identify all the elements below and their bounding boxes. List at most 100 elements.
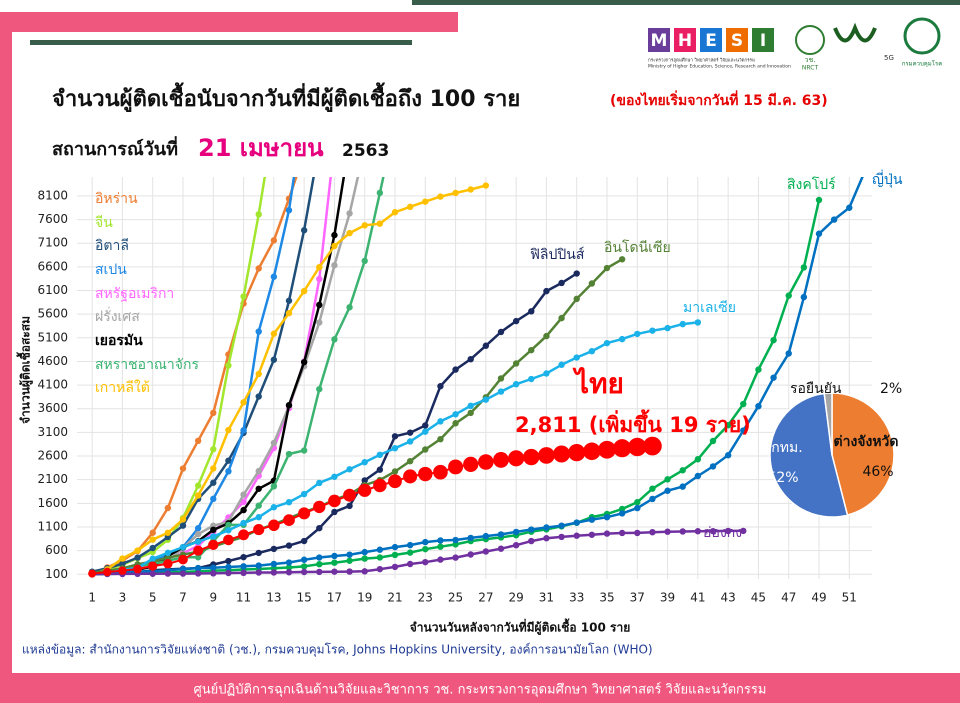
footer: ศูนย์ปฏิบัติการฉุกเฉินด้านวิจัยและวิชากา… xyxy=(194,682,767,698)
point xyxy=(331,231,338,239)
point xyxy=(634,529,641,537)
point xyxy=(467,186,474,193)
point xyxy=(406,560,414,568)
y-tick-label: 2600 xyxy=(37,449,68,463)
x-tick-label: 27 xyxy=(478,591,493,605)
nrct-logo xyxy=(795,25,825,55)
series-label: สหรัฐอเมริกา xyxy=(95,286,174,302)
point xyxy=(210,465,217,472)
point xyxy=(270,356,278,363)
x-tick-label: 35 xyxy=(599,591,614,605)
x-tick-label: 25 xyxy=(448,591,463,605)
top-line xyxy=(412,0,960,5)
point xyxy=(452,189,459,197)
point xyxy=(255,514,262,521)
x-tick-label: 5 xyxy=(149,591,157,605)
point xyxy=(482,548,490,555)
logo-th: กระทรวงการอุดมศึกษา วิทยาศาสตร์ วิจัยและ… xyxy=(648,57,755,64)
series-label: ฝรั่งเศส xyxy=(95,307,140,325)
x-tick-label: 3 xyxy=(119,591,127,605)
point xyxy=(463,456,479,473)
point xyxy=(512,541,520,549)
y-tick-label: 3600 xyxy=(37,401,68,415)
point xyxy=(346,466,353,473)
point xyxy=(270,273,278,280)
point xyxy=(300,537,308,545)
ddc-logo xyxy=(903,17,941,55)
point xyxy=(300,287,308,295)
point xyxy=(482,532,490,540)
logo-letter: H xyxy=(678,31,692,51)
point xyxy=(255,562,262,569)
point xyxy=(528,526,535,533)
point xyxy=(179,565,187,573)
point xyxy=(543,287,550,295)
point xyxy=(119,555,126,562)
point xyxy=(118,566,127,575)
point xyxy=(467,409,474,417)
point xyxy=(300,568,308,576)
point xyxy=(194,538,202,545)
x-tick-label: 37 xyxy=(630,591,645,605)
point xyxy=(164,549,172,557)
point xyxy=(253,523,265,536)
point xyxy=(376,466,384,473)
point xyxy=(225,457,232,464)
point xyxy=(406,429,414,436)
point xyxy=(418,466,433,482)
point xyxy=(240,563,247,570)
y-tick-label: 4100 xyxy=(37,378,68,392)
point xyxy=(649,528,656,536)
point xyxy=(528,346,535,354)
pie-slice xyxy=(831,392,895,516)
point xyxy=(588,280,596,287)
point xyxy=(225,569,232,577)
point xyxy=(482,396,490,403)
point xyxy=(134,554,141,561)
x-tick-label: 41 xyxy=(690,591,705,605)
y-tick-label: 8100 xyxy=(37,188,68,202)
point xyxy=(343,488,357,502)
point xyxy=(497,531,505,538)
point xyxy=(331,508,338,516)
point xyxy=(422,538,429,546)
series-label: สหราชอาณาจักร xyxy=(95,357,199,373)
point xyxy=(240,569,247,577)
series-label: จีน xyxy=(95,215,113,231)
point xyxy=(740,527,747,535)
logo-letter: S xyxy=(731,31,743,51)
point xyxy=(300,556,308,563)
point xyxy=(403,469,418,484)
point xyxy=(285,309,293,317)
point xyxy=(270,569,278,576)
point xyxy=(223,534,234,546)
point xyxy=(328,494,341,508)
point xyxy=(482,342,490,349)
point xyxy=(208,539,219,551)
nrct: วช. xyxy=(805,56,816,64)
point xyxy=(346,557,353,564)
point xyxy=(88,569,97,578)
point xyxy=(391,209,399,216)
point xyxy=(210,564,217,571)
side-bar xyxy=(0,12,12,682)
point xyxy=(618,505,626,513)
point xyxy=(210,446,217,453)
point xyxy=(300,563,308,570)
point xyxy=(437,543,444,550)
logo-box xyxy=(700,28,722,52)
point xyxy=(255,211,262,218)
point xyxy=(316,301,323,309)
point xyxy=(603,264,611,272)
point xyxy=(361,458,368,466)
point xyxy=(316,560,323,568)
point xyxy=(634,504,641,512)
point xyxy=(148,561,158,571)
point xyxy=(573,295,580,303)
point xyxy=(283,514,295,527)
x-tick-label: 7 xyxy=(179,591,187,605)
point xyxy=(634,330,641,338)
point xyxy=(800,293,808,301)
point xyxy=(210,570,217,577)
point xyxy=(422,558,429,566)
